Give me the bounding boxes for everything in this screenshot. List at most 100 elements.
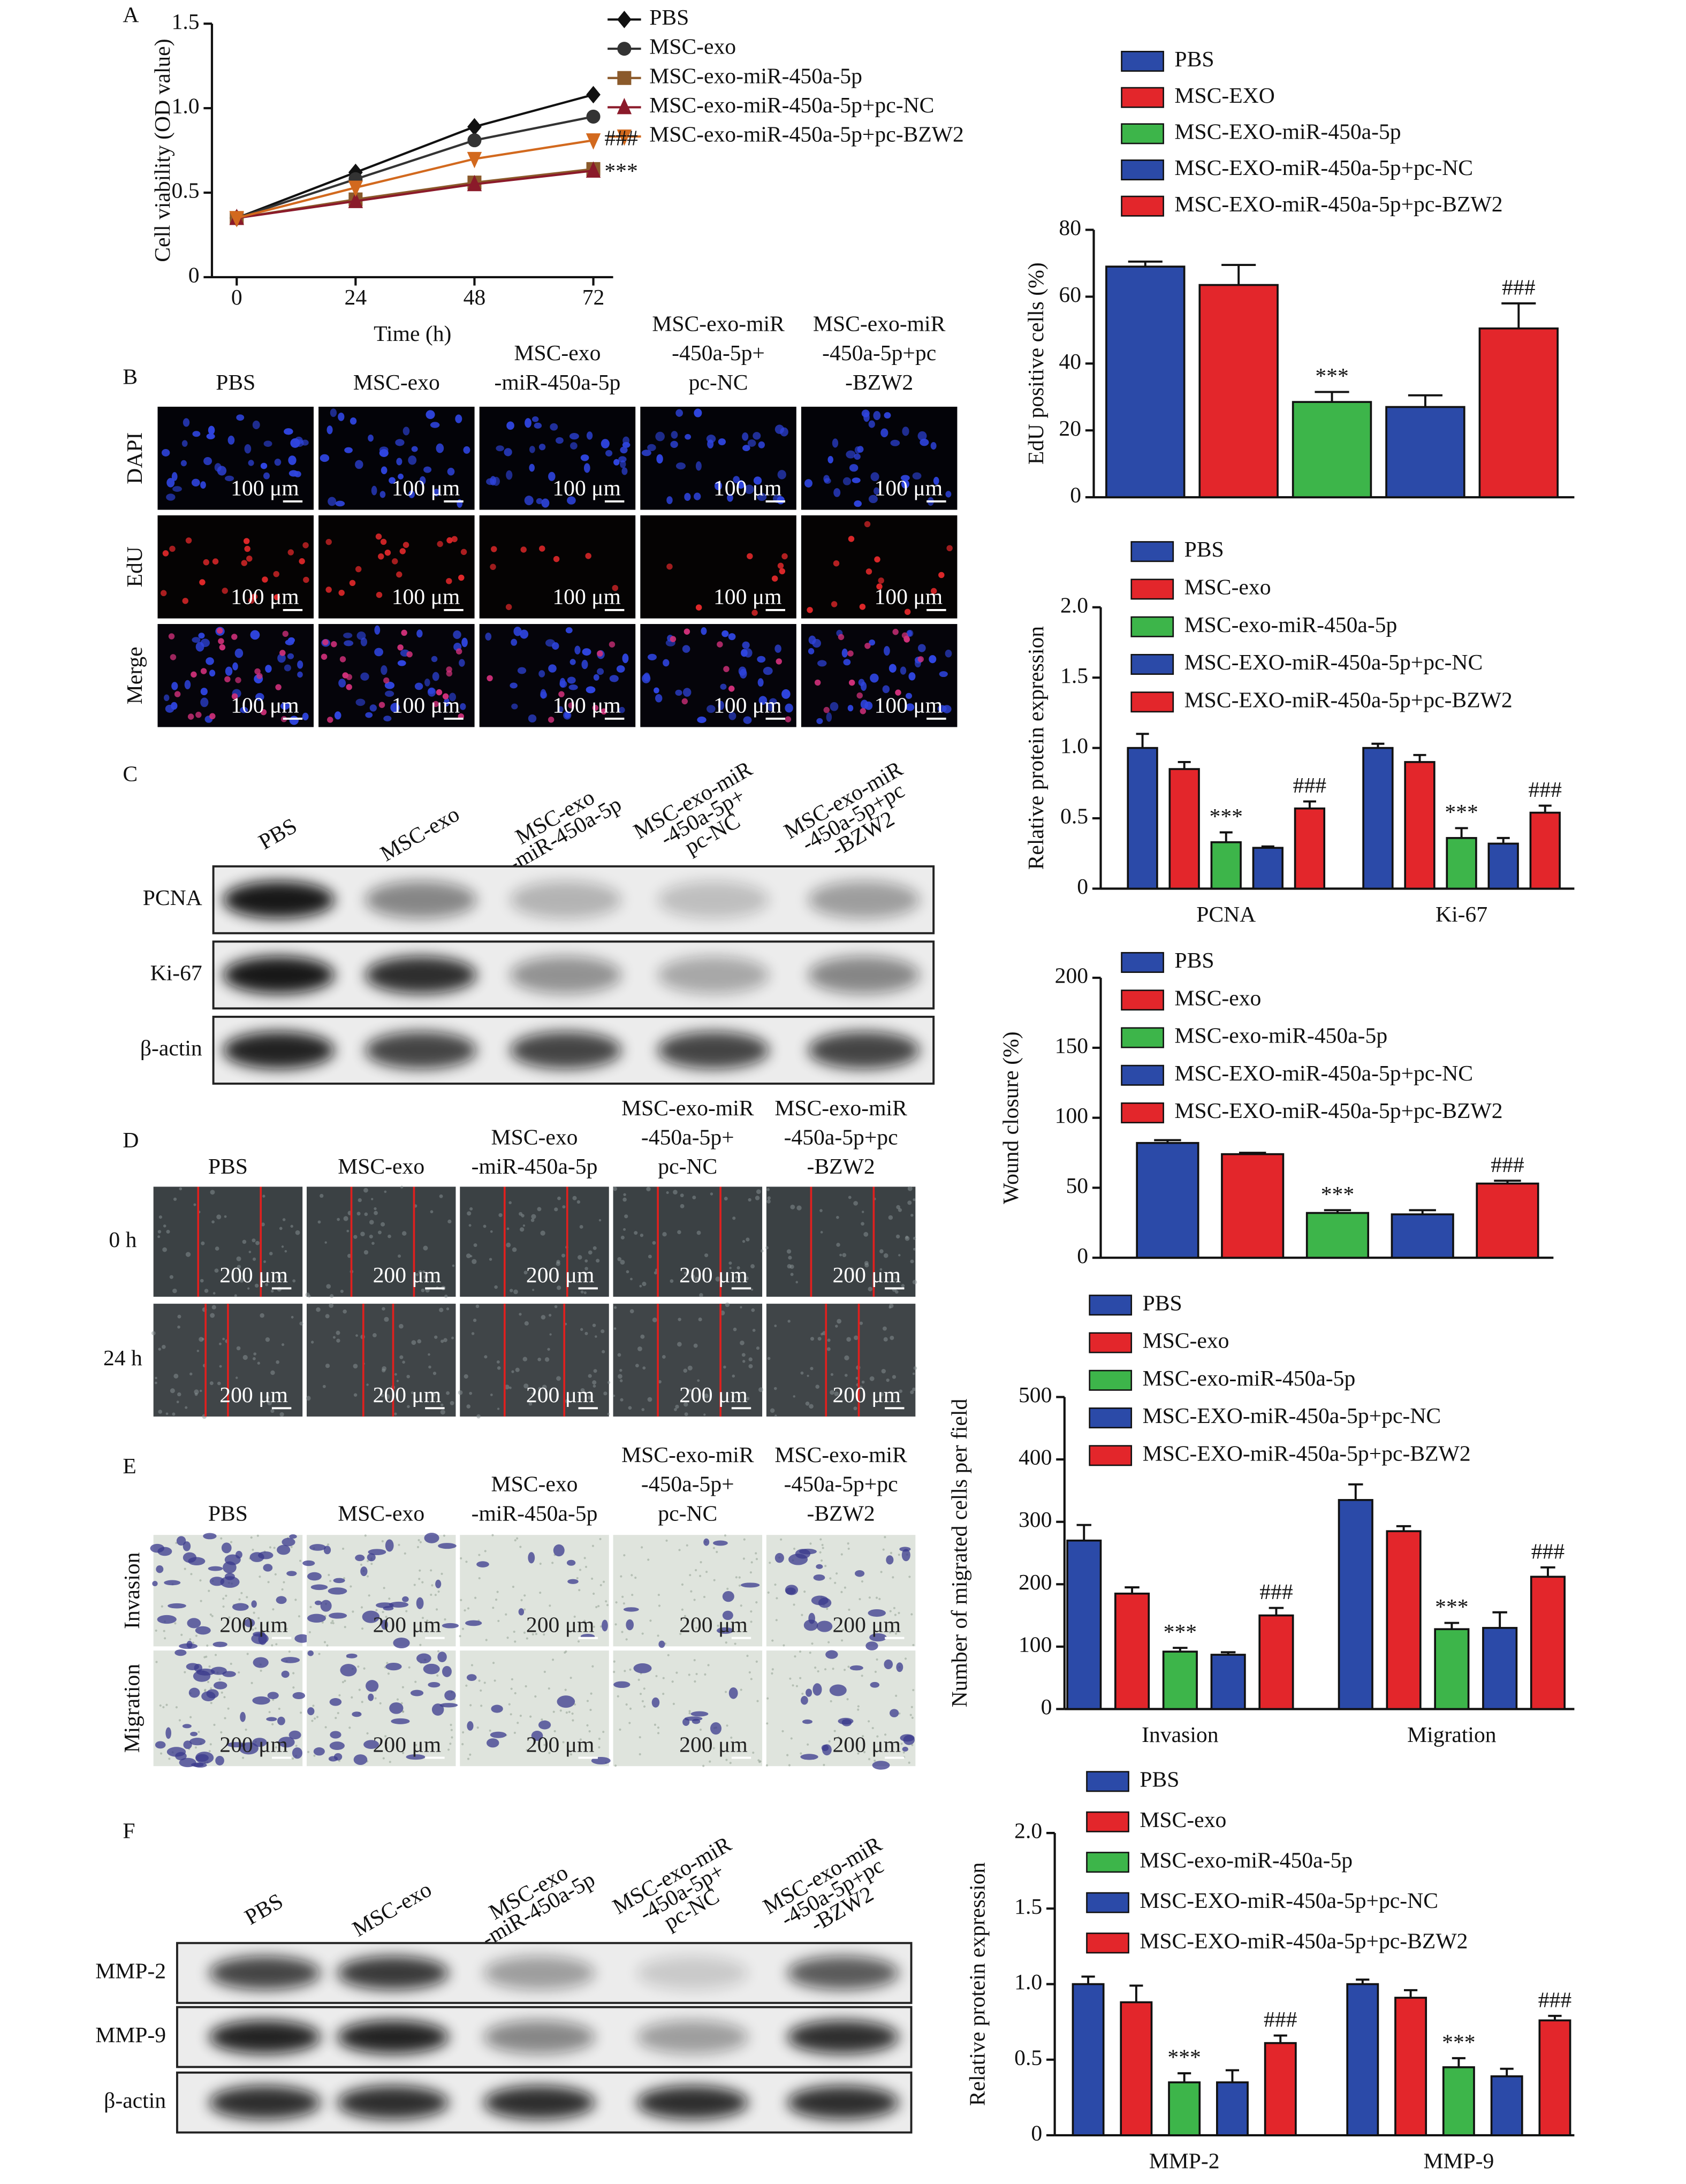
cell-texture xyxy=(662,1355,666,1359)
cell-texture xyxy=(374,1207,377,1211)
cell-texture xyxy=(398,1254,401,1258)
membrane-pore xyxy=(861,1675,863,1677)
stained-cell xyxy=(623,1607,639,1612)
cell-nucleus xyxy=(832,438,839,448)
membrane-pore xyxy=(496,1591,499,1593)
stained-cell xyxy=(800,1754,818,1760)
cell-texture xyxy=(864,1261,869,1266)
blot-band xyxy=(209,2020,321,2054)
blot-band xyxy=(636,1956,749,1990)
cell-texture xyxy=(894,1278,898,1281)
stained-cell xyxy=(442,1623,459,1629)
cell-texture xyxy=(826,1347,831,1351)
cell-texture xyxy=(155,1381,157,1384)
membrane-pore xyxy=(574,1703,576,1706)
stained-cell xyxy=(728,1687,738,1699)
y-tick-label: 0.5 xyxy=(1014,2045,1042,2070)
membrane-pore xyxy=(168,1757,171,1760)
cell-texture xyxy=(602,1350,605,1353)
stained-cell xyxy=(808,1612,815,1624)
edu-nucleus xyxy=(460,549,467,555)
cell-nucleus xyxy=(371,485,377,496)
cell-nucleus xyxy=(288,470,299,477)
cell-nucleus xyxy=(449,693,457,702)
cell-nucleus xyxy=(431,656,438,663)
row-label: Migration xyxy=(120,1664,145,1753)
membrane-pore xyxy=(572,1719,574,1722)
cell-nucleus xyxy=(742,432,749,441)
cell-texture xyxy=(879,1392,884,1397)
cell-texture xyxy=(888,1215,893,1220)
cell-nucleus xyxy=(338,679,346,688)
cell-nucleus xyxy=(529,446,535,453)
cell-texture xyxy=(883,1253,888,1258)
stained-cell xyxy=(402,1596,409,1602)
legend-swatch xyxy=(1121,87,1164,108)
cell-texture xyxy=(579,1225,583,1229)
membrane-pore xyxy=(275,1643,278,1646)
membrane-pore xyxy=(859,1598,861,1601)
membrane-pore xyxy=(292,1757,294,1760)
cell-texture xyxy=(601,1329,605,1334)
y-axis-label: Wound closure (%) xyxy=(999,1031,1023,1204)
cell-texture xyxy=(353,1364,358,1369)
marker xyxy=(348,192,363,208)
column-label-line: MSC-exo xyxy=(491,1125,578,1150)
membrane-pore xyxy=(192,1641,194,1644)
cell-texture xyxy=(234,1294,237,1297)
membrane-pore xyxy=(416,1546,420,1548)
stained-cell xyxy=(340,1664,357,1677)
cell-texture xyxy=(265,1395,270,1399)
cell-texture xyxy=(212,1292,216,1295)
membrane-pore xyxy=(823,1763,825,1767)
membrane-pore xyxy=(771,1639,774,1642)
membrane-pore xyxy=(700,1561,702,1564)
y-tick-label: 400 xyxy=(1019,1445,1052,1470)
edu-nucleus xyxy=(279,650,286,656)
membrane-pore xyxy=(408,1666,411,1669)
cell-texture xyxy=(447,1219,452,1224)
stained-cell xyxy=(602,1619,608,1632)
blot-band xyxy=(510,956,622,994)
column-label-line: MSC-exo-miR xyxy=(774,1096,907,1121)
membrane-pore xyxy=(742,1557,745,1560)
legend-swatch xyxy=(1121,123,1164,144)
blot-band xyxy=(636,2086,749,2120)
stained-cell xyxy=(292,1747,302,1759)
cell-nucleus xyxy=(757,678,764,687)
x-tick-label: Ki-67 xyxy=(1436,902,1487,927)
membrane-pore xyxy=(688,1710,691,1713)
cell-nucleus xyxy=(248,460,254,466)
membrane-pore xyxy=(895,1694,898,1697)
edu-nucleus xyxy=(723,666,730,672)
membrane-pore xyxy=(908,1576,911,1578)
edu-nucleus xyxy=(878,577,884,584)
cell-nucleus xyxy=(200,481,206,489)
bar xyxy=(1168,768,1200,890)
cell-texture xyxy=(417,1339,422,1344)
membrane-pore xyxy=(508,1703,511,1706)
cell-texture xyxy=(458,1390,463,1395)
membrane-pore xyxy=(531,1633,534,1635)
cell-texture xyxy=(742,1360,746,1363)
cell-texture xyxy=(767,1196,771,1200)
cell-texture xyxy=(861,1222,864,1226)
column-label-line: -BZW2 xyxy=(845,370,913,395)
membrane-pore xyxy=(766,1722,769,1725)
y-tick-label: 0 xyxy=(1070,483,1081,508)
cell-texture xyxy=(642,1366,646,1370)
scale-bar-label: 200 μm xyxy=(219,1612,288,1637)
stained-cell xyxy=(633,1663,652,1673)
membrane-pore xyxy=(385,1741,388,1744)
cell-texture xyxy=(469,1207,473,1211)
blot-band xyxy=(337,1956,449,1990)
membrane-pore xyxy=(578,1589,581,1592)
membrane-pore xyxy=(863,1751,866,1754)
panel-letter: D xyxy=(123,1128,139,1153)
membrane-pore xyxy=(358,1688,361,1691)
row-label: β-actin xyxy=(104,2088,166,2113)
membrane-pore xyxy=(750,1610,753,1613)
membrane-pore xyxy=(794,1655,796,1658)
membrane-pore xyxy=(367,1559,369,1563)
micrograph xyxy=(479,624,636,727)
